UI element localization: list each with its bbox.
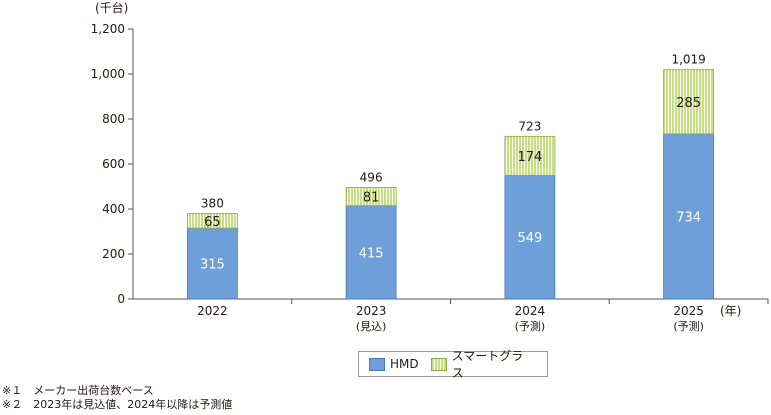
data-label-hmd: 734 <box>676 210 701 225</box>
footnote-1: ※１ メーカー出荷台数ベース <box>2 384 154 397</box>
data-label-smartglass: 81 <box>363 191 380 206</box>
y-tick-label: 800 <box>102 112 125 126</box>
legend-item-smartglass: スマートグラス <box>430 347 535 381</box>
data-label-smartglass: 174 <box>517 150 542 165</box>
legend-label-hmd: HMD <box>390 357 419 371</box>
x-tick-label: 2025 <box>673 304 704 318</box>
y-tick-label: 400 <box>102 202 125 216</box>
footnotes: ※１ メーカー出荷台数ベース ※２ 2023年は見込値、2024年以降は予測値 <box>2 384 232 412</box>
legend-swatch-hmd <box>369 357 385 371</box>
bar-segment-smartglass <box>186 213 238 229</box>
bar-segment-smartglass <box>345 186 397 207</box>
bar-segment-hmd <box>663 133 715 300</box>
bar-segment-hmd <box>504 175 556 300</box>
x-tick-sublabel: (予測) <box>515 319 546 333</box>
x-tick-sublabel: (予測) <box>673 319 704 333</box>
bar-segment-smartglass <box>663 69 715 135</box>
y-axis-unit-label: (千台) <box>95 0 128 15</box>
chart-bars: 315 65 380 415 81 496 549 174 723 734 285 1,019 <box>186 53 715 300</box>
data-label-smartglass: 65 <box>204 215 221 230</box>
y-tick-label: 1,000 <box>91 67 125 81</box>
legend-item-hmd: HMD <box>369 357 419 371</box>
y-tick-label: 200 <box>102 247 125 261</box>
x-axis-unit-label: (年) <box>720 304 741 318</box>
total-label: 723 <box>518 119 541 133</box>
y-tick-label: 0 <box>117 292 125 306</box>
legend-swatch-smartglass <box>430 357 447 371</box>
data-label-smartglass: 285 <box>676 96 701 111</box>
chart-legend: HMD スマートグラス <box>358 349 548 380</box>
footnote-2: ※２ 2023年は見込値、2024年以降は予測値 <box>2 398 233 411</box>
x-tick-sublabel: (見込) <box>356 320 387 333</box>
data-label-hmd: 415 <box>359 246 384 261</box>
total-label: 380 <box>201 197 224 211</box>
x-tick-label: 2022 <box>197 304 228 318</box>
data-label-hmd: 315 <box>200 258 225 273</box>
data-label-hmd: 549 <box>517 231 542 246</box>
y-tick-label: 1,200 <box>91 22 125 36</box>
legend-label-smartglass: スマートグラス <box>451 349 524 380</box>
bar-segment-hmd <box>345 205 397 300</box>
bar-segment-smartglass <box>504 135 556 176</box>
x-tick-label: 2024 <box>515 304 546 318</box>
total-label: 496 <box>360 170 383 184</box>
bar-segment-hmd <box>186 227 238 300</box>
total-label: 1,019 <box>671 53 705 67</box>
x-tick-label: 2023 <box>356 304 387 318</box>
y-tick-label: 600 <box>102 157 125 171</box>
